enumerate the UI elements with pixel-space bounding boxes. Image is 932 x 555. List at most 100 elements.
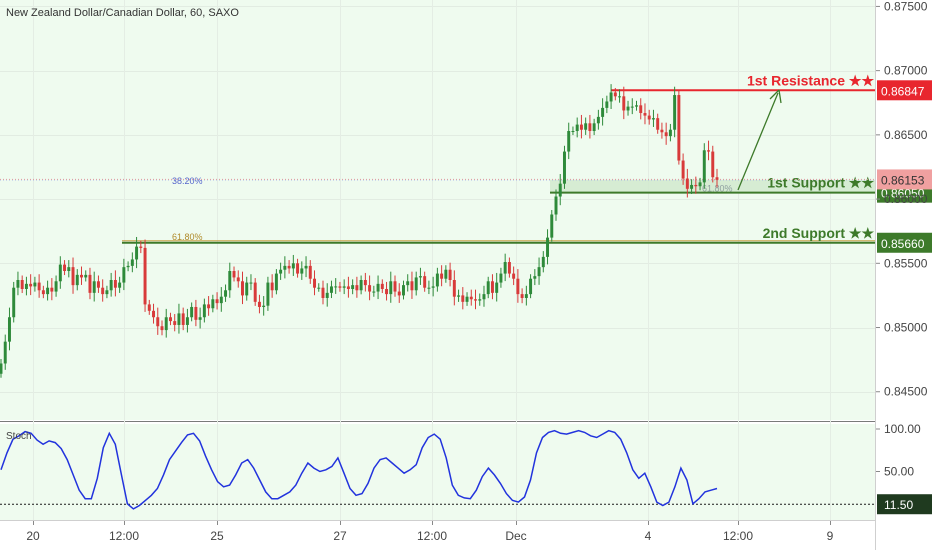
candle-body xyxy=(185,317,189,325)
candle-body xyxy=(495,282,499,293)
candle-body xyxy=(291,263,295,269)
candle-body xyxy=(262,305,266,307)
candle-body xyxy=(177,313,181,325)
time-tick-label: 20 xyxy=(26,529,40,543)
candle-body xyxy=(541,256,545,268)
candle-body xyxy=(249,282,253,284)
time-tick-label: 9 xyxy=(827,529,834,543)
candle-body xyxy=(397,291,401,296)
candle-body xyxy=(584,123,588,130)
stoch-title: Stoch xyxy=(6,431,32,442)
candle-body xyxy=(113,280,117,288)
candle-body xyxy=(537,267,541,277)
candle-body xyxy=(168,317,172,322)
candle-body xyxy=(279,269,283,274)
candle-body xyxy=(516,278,520,295)
current-price-label: 0.86153 xyxy=(881,173,925,187)
candle-body xyxy=(308,265,312,279)
level-price-label: 0.86847 xyxy=(881,84,925,98)
candle-body xyxy=(427,287,431,289)
candle-body xyxy=(503,262,507,274)
candle-body xyxy=(457,295,461,297)
candle-body xyxy=(546,237,550,257)
candle-body xyxy=(63,264,67,272)
candle-body xyxy=(147,304,151,311)
level-name: 1st Support ★★ xyxy=(767,175,874,191)
candle-body xyxy=(190,306,194,318)
candle-body xyxy=(101,287,105,295)
candle-body xyxy=(698,182,702,187)
candle-body xyxy=(274,273,278,291)
candle-body xyxy=(482,294,486,300)
candle-body xyxy=(609,92,613,102)
time-axis-background xyxy=(0,520,875,550)
candle-body xyxy=(639,105,643,114)
candle-body xyxy=(58,264,62,282)
candle-body xyxy=(423,276,427,288)
candle-body xyxy=(54,281,58,292)
candle-body xyxy=(474,299,477,301)
candle-body xyxy=(67,267,71,272)
candle-body xyxy=(630,106,634,108)
candle-body xyxy=(181,313,185,325)
candle-body xyxy=(317,287,321,289)
time-tick-label: 25 xyxy=(210,529,224,543)
candle-body xyxy=(313,278,316,288)
candle-body xyxy=(562,151,566,184)
candle-body xyxy=(33,282,37,287)
candle-body xyxy=(389,281,393,295)
candle-body xyxy=(647,115,651,120)
candle-body xyxy=(160,326,164,331)
candle-body xyxy=(385,288,389,295)
candle-body xyxy=(588,123,592,132)
candle-body xyxy=(410,281,414,291)
candle-body xyxy=(677,95,681,161)
candle-body xyxy=(194,306,198,320)
candle-body xyxy=(211,299,215,309)
candle-body xyxy=(406,281,410,286)
candle-body xyxy=(685,178,689,189)
candle-body xyxy=(486,281,490,295)
candle-body xyxy=(359,280,363,291)
support-resistance-levels: 1st Resistance ★★ 0.86847 1st Support ★★ 0.… xyxy=(0,72,932,253)
candle-body xyxy=(431,286,435,288)
candle-body xyxy=(50,287,54,292)
candle-body xyxy=(135,246,139,260)
candle-body xyxy=(143,247,147,305)
candle-body xyxy=(130,259,134,266)
level-name: 2nd Support ★★ xyxy=(763,225,875,241)
candle-body xyxy=(448,269,452,280)
candle-body xyxy=(329,286,333,293)
candle-body xyxy=(601,107,605,117)
price-tick-label: 0.85500 xyxy=(884,256,928,270)
candle-body xyxy=(673,95,677,130)
candle-body xyxy=(664,132,668,137)
candle-body xyxy=(156,317,160,327)
candle-body xyxy=(342,286,346,288)
candle-body xyxy=(245,282,249,296)
candle-body xyxy=(80,274,83,278)
candle-body xyxy=(122,267,126,283)
candle-body xyxy=(575,124,579,132)
candle-body xyxy=(236,277,240,282)
candle-body xyxy=(0,363,3,374)
candles xyxy=(0,84,719,378)
stoch-pane-background xyxy=(0,424,875,520)
candle-body xyxy=(490,281,494,293)
candle-body xyxy=(524,294,528,298)
candle-body xyxy=(7,317,11,342)
candle-body xyxy=(207,304,211,309)
candle-body xyxy=(266,282,270,306)
candle-body xyxy=(592,123,596,132)
candle-body xyxy=(478,299,482,301)
level-price-badge xyxy=(877,80,932,101)
candle-body xyxy=(346,286,350,289)
candle-body xyxy=(512,273,516,279)
candle-body xyxy=(702,150,706,183)
grid xyxy=(0,0,875,520)
projection-arrow xyxy=(737,89,782,191)
level-name: 1st Resistance ★★ xyxy=(747,72,874,88)
candle-body xyxy=(126,265,130,268)
